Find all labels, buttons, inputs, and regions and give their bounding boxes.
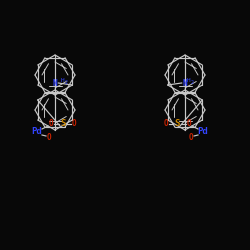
Text: Pd: Pd: [32, 128, 42, 136]
Text: S: S: [60, 120, 66, 128]
Text: Pd: Pd: [198, 128, 208, 136]
Text: H: H: [60, 78, 64, 83]
Text: O: O: [72, 120, 76, 128]
Text: N: N: [183, 78, 187, 88]
Text: O: O: [49, 120, 53, 128]
Text: H: H: [187, 78, 190, 83]
Text: O: O: [187, 120, 191, 128]
Text: O: O: [164, 120, 168, 128]
Text: 2: 2: [64, 80, 67, 84]
Text: N: N: [53, 78, 57, 88]
Text: S: S: [174, 120, 180, 128]
Text: O: O: [189, 134, 193, 142]
Text: O: O: [47, 134, 51, 142]
Text: 2: 2: [191, 80, 194, 84]
